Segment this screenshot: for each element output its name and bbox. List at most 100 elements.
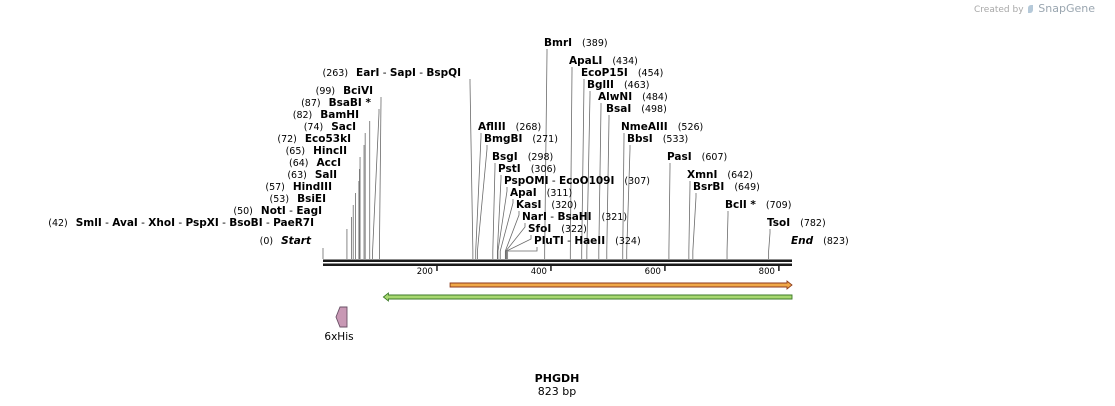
site-label-part: (498) — [641, 104, 667, 115]
site-label-nmeaiii: NmeAIII (526) — [621, 121, 703, 133]
site-label-ecop15i: EcoP15I (454) — [581, 67, 663, 79]
site-line-kasi — [504, 211, 520, 259]
site-label-part: (74) — [304, 122, 324, 133]
site-line-bsai — [606, 115, 610, 259]
site-label-part: (526) — [678, 122, 704, 133]
site-label-part: AlwNI — [598, 91, 632, 103]
axis-ticks: 200 400 600 800 — [417, 266, 780, 277]
site-label-part: SfoI — [528, 223, 551, 235]
site-label-part: SalI — [315, 169, 337, 181]
site-label-part: EcoO109I — [559, 175, 614, 187]
site-label-part: BsgI — [492, 151, 518, 163]
site-label-apali: ApaLI (434) — [569, 55, 638, 67]
site-label-part: - — [564, 235, 574, 247]
site-label-bmgbi: BmgBI (271) — [484, 133, 558, 145]
site-label-eari: (263) EarI - SapI - BspQI — [322, 67, 461, 79]
site-label-part: (63) — [287, 170, 307, 181]
site-label-tsoi: TsoI (782) — [767, 217, 826, 229]
site-label-part: (268) — [516, 122, 542, 133]
site-line-bsrbi — [692, 193, 697, 259]
site-line-ecop15i — [581, 79, 585, 259]
site-line-pspomi — [497, 187, 508, 259]
site-label-part: (533) — [663, 134, 689, 145]
site-label-part: Eco53kI — [305, 133, 351, 145]
site-line-bglii — [586, 91, 591, 259]
site-label-hindiii: (57) HindIII — [265, 181, 332, 193]
site-label-part: ApaLI — [569, 55, 602, 67]
site-line-bbsi — [626, 145, 631, 259]
site-label-sali: (63) SalI — [287, 169, 337, 181]
site-label-part: SacI — [331, 121, 356, 133]
site-label-hincii: (65) HincII — [286, 145, 347, 157]
axis-tick-label-600: 600 — [645, 267, 661, 277]
site-label-part: (87) — [301, 98, 321, 109]
site-label-part: TsoI — [767, 217, 790, 229]
green-feature[interactable] — [382, 292, 793, 302]
site-label-part: HincII — [313, 145, 347, 157]
site-label-nari: NarI - BsaHI (321) — [522, 211, 627, 223]
site-line-alwni — [598, 103, 602, 259]
his-tag-label: 6xHis — [324, 331, 353, 343]
site-label-part: BsaBI * — [329, 97, 372, 109]
site-label-part: (271) — [532, 134, 558, 145]
site-label-start: (0) Start — [260, 235, 312, 247]
site-label-part: BbsI — [627, 133, 653, 145]
site-label-part: XhoI — [148, 217, 175, 229]
site-label-part: KasI — [516, 199, 541, 211]
site-label-part: (322) — [561, 224, 587, 235]
site-label-part: (298) — [528, 152, 554, 163]
snapgene-leaf-icon — [1028, 5, 1034, 13]
site-label-sfoi: SfoI (322) — [528, 223, 587, 235]
site-line-bcli — [726, 211, 729, 259]
site-label-part: (434) — [612, 56, 638, 67]
site-line-bmgbi — [477, 145, 488, 259]
site-label-kasi: KasI (320) — [516, 199, 577, 211]
site-label-part: (82) — [293, 110, 313, 121]
site-label-part: (389) — [582, 38, 608, 49]
site-label-end: End (823) — [791, 235, 849, 247]
site-line-bcivi — [379, 97, 382, 259]
site-label-part: SapI — [390, 67, 416, 79]
site-label-part: EagI — [296, 205, 322, 217]
site-label-bsiei: (53) BsiEI — [270, 193, 326, 205]
site-label-psti: PstI (306) — [498, 163, 556, 175]
site-label-part: - — [219, 217, 229, 229]
site-label-part: - — [175, 217, 185, 229]
site-line-afliii — [475, 133, 482, 259]
site-line-bsgi — [492, 163, 496, 259]
sequence-backbone-top — [323, 259, 792, 262]
site-label-part: End — [791, 235, 814, 247]
site-line-bsabi — [372, 109, 380, 259]
site-label-bsabi: (87) BsaBI * — [301, 97, 371, 109]
site-label-bsrbi: BsrBI (649) — [693, 181, 760, 193]
site-label-alwni: AlwNI (484) — [598, 91, 668, 103]
site-label-xmni: XmnI (642) — [687, 169, 753, 181]
orange-feature[interactable] — [449, 280, 793, 290]
site-label-part: (649) — [734, 182, 760, 193]
site-label-part: (642) — [727, 170, 753, 181]
site-label-part: ApaI — [510, 187, 537, 199]
site-label-part: XmnI — [687, 169, 717, 181]
site-label-part: AvaI — [112, 217, 138, 229]
site-line-pluti — [507, 247, 538, 259]
site-label-part: (823) — [823, 236, 849, 247]
site-label-part: BglII — [587, 79, 614, 91]
site-label-pasi: PasI (607) — [667, 151, 727, 163]
site-label-bbsi: BbsI (533) — [627, 133, 688, 145]
axis-tick-label-800: 800 — [759, 267, 775, 277]
site-label-acci: (64) AccI — [289, 157, 341, 169]
site-lines — [322, 49, 771, 259]
site-label-part: (263) — [322, 68, 348, 79]
site-label-part: (607) — [702, 152, 728, 163]
site-label-part: - — [286, 205, 296, 217]
site-label-part: BsrBI — [693, 181, 724, 193]
credit-prefix: Created by — [974, 5, 1024, 15]
site-label-part: (484) — [642, 92, 668, 103]
site-line-apai — [499, 199, 514, 259]
his-tag[interactable] — [335, 306, 348, 328]
site-line-eari — [469, 79, 474, 259]
site-label-part: BamHI — [320, 109, 359, 121]
site-label-part: (307) — [624, 176, 650, 187]
site-label-part: BmgBI — [484, 133, 522, 145]
site-line-xmni — [688, 181, 691, 259]
